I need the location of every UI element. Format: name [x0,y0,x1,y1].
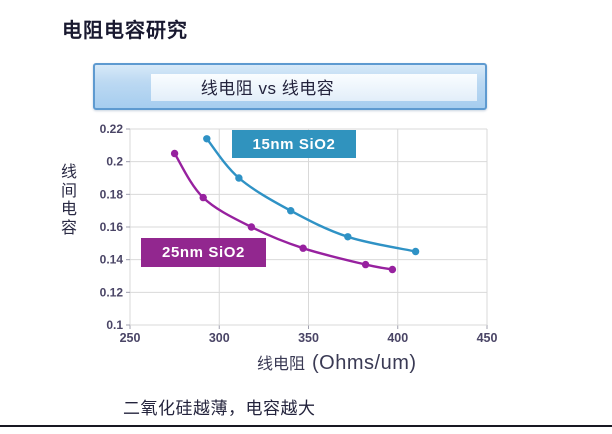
y-tick-label: 0.18 [100,187,124,201]
x-axis-label: 线电阻 (Ohms/um) [257,352,417,374]
data-point-25nm-sio2 [199,193,207,202]
banner: 线电阻 vs 线电容 [93,63,487,110]
data-point-15nm-sio2 [344,233,352,241]
data-point-25nm-sio2 [299,244,307,252]
series-label-15nm-sio2: 15nm SiO2 [232,130,356,158]
data-point-25nm-sio2 [247,223,256,231]
data-point-15nm-sio2 [411,247,420,256]
banner-title: 线电阻 vs 线电容 [200,79,335,98]
x-tick-label: 250 [120,331,141,345]
y-axis-label: 线间电容 [60,164,77,237]
data-point-15nm-sio2 [287,207,295,215]
y-tick-label: 0.16 [100,220,124,234]
x-axis-label-text: 线电阻 [257,355,306,373]
x-axis-label-unit: (Ohms/um) [312,352,417,374]
data-point-25nm-sio2 [388,265,397,274]
y-tick-label: 0.2 [106,155,123,169]
data-point-15nm-sio2 [235,174,243,182]
series-label-25nm-sio2: 25nm SiO2 [141,238,266,267]
x-tick-label: 450 [477,331,498,345]
page-title: 电阻电容研究 [62,20,188,42]
y-tick-label: 0.12 [100,285,124,299]
y-tick-label: 0.1 [106,318,123,332]
x-tick-label: 300 [209,331,230,345]
x-tick-label: 400 [387,331,408,345]
data-point-25nm-sio2 [361,260,370,269]
y-tick-label: 0.14 [100,253,124,267]
banner-inner-panel [151,74,477,101]
x-tick-label: 350 [298,331,319,345]
data-point-15nm-sio2 [203,135,211,143]
data-point-25nm-sio2 [170,149,179,158]
caption-text: 二氧化硅越薄，电容越大 [123,399,316,418]
y-tick-label: 0.22 [100,122,124,136]
chart-plot-area: 250 300 350 400 450 0.22 0.2 0.18 0.16 0.14 0.12 0.… [100,122,498,345]
bottom-divider [0,425,612,427]
